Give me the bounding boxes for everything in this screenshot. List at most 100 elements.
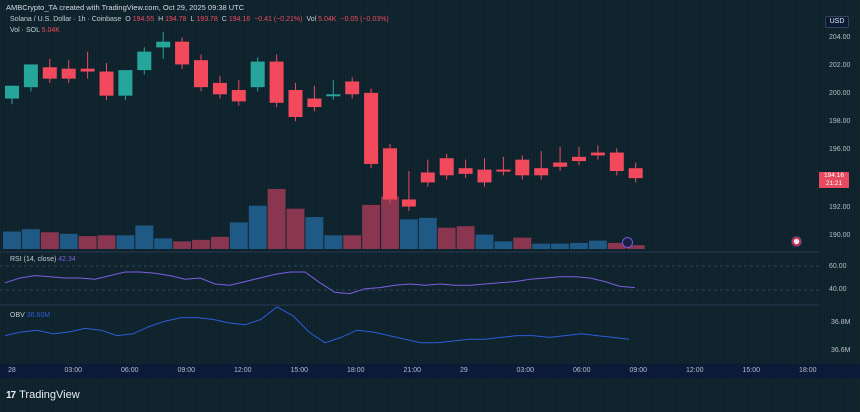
volume-bar <box>418 217 437 249</box>
candle-body <box>590 152 605 156</box>
open-label: O <box>125 16 131 23</box>
candle-body <box>194 60 208 88</box>
volume-bar <box>475 234 494 249</box>
obv-value: 36.60M <box>26 312 51 319</box>
high-label: H <box>158 16 164 23</box>
candle-body <box>250 61 265 88</box>
time-tick: 15:00 <box>742 367 761 374</box>
candle-body <box>175 41 190 65</box>
volume-bar <box>324 235 343 249</box>
time-axis[interactable]: 28 03:00 06:00 09:00 12:00 15:00 18:00 21:00 29 0… <box>0 364 860 378</box>
tradingview-logo-text: TradingView <box>19 389 80 401</box>
volume-series-label[interactable]: Vol · SOL <box>10 27 40 34</box>
candle-body <box>345 81 360 95</box>
obv-tick-low: 36.6M <box>831 347 851 354</box>
obv-line <box>4 306 630 344</box>
candle-body <box>364 92 379 164</box>
event-marker-icon[interactable] <box>622 237 633 248</box>
volume-bar <box>78 236 97 249</box>
high-value: 194.78 <box>165 16 187 23</box>
candle-body <box>231 90 246 102</box>
volume-bar <box>286 208 305 249</box>
volume-bar <box>173 241 192 249</box>
rsi-legend: RSI (14, close) 42.34 <box>10 256 76 263</box>
candle-body <box>326 94 341 97</box>
time-tick: 21:00 <box>403 367 422 374</box>
volume-bar <box>381 196 399 249</box>
obv-label[interactable]: OBV <box>10 312 25 319</box>
candle-body <box>5 85 19 99</box>
volume-bar <box>588 240 607 249</box>
time-tick: 18:00 <box>799 367 817 374</box>
volume-bar <box>40 232 59 249</box>
volume-bar <box>532 243 551 249</box>
volume-series-value: 5.04K <box>41 27 60 34</box>
tradingview-logo: 17 TradingView <box>6 389 80 401</box>
bar-countdown: 21:21 <box>825 180 843 187</box>
rsi-label[interactable]: RSI (14, close) <box>10 256 57 263</box>
volume-bar <box>607 242 626 249</box>
volume-bar <box>154 238 173 249</box>
price-tick: 192.00 <box>829 204 851 211</box>
candle-body <box>553 162 568 167</box>
currency-button[interactable]: USD <box>825 16 849 28</box>
price-tick: 202.00 <box>829 62 851 69</box>
candle-body <box>401 199 416 207</box>
candle-body <box>269 61 284 103</box>
symbol-name[interactable]: Solana / U.S. Dollar · 1h · Coinbase <box>10 16 122 23</box>
candle-body <box>156 41 171 48</box>
volume-bar <box>210 236 229 249</box>
obv-legend: OBV 36.60M <box>10 312 50 319</box>
candle-body <box>118 70 133 96</box>
candle-body <box>61 68 76 79</box>
volume-bar <box>362 204 381 249</box>
last-price-tag: 194.16 21:21 <box>819 172 849 188</box>
candle-body <box>439 158 454 176</box>
vol-value: 5.04K <box>318 16 337 23</box>
open-value: 194.55 <box>132 16 155 23</box>
candle-body <box>420 172 435 183</box>
volume-bar <box>3 231 21 249</box>
time-tick: 06:00 <box>121 367 139 374</box>
vol-change: −0.05 (−0.03%) <box>340 16 389 23</box>
volume-bar <box>229 222 248 249</box>
volume-bar <box>551 243 570 249</box>
rsi-tick-60: 60.00 <box>829 263 847 270</box>
close-label: C <box>221 16 227 23</box>
candle-body <box>383 148 397 200</box>
candle-body <box>80 68 95 72</box>
candle-body <box>23 64 38 88</box>
time-tick: 03:00 <box>64 367 83 374</box>
vol-label: Vol <box>306 16 317 23</box>
candle-body <box>137 51 152 71</box>
volume-bar <box>570 242 588 249</box>
ohlc-legend: Solana / U.S. Dollar · 1h · Coinbase O 19… <box>10 16 391 23</box>
obv-tick-high: 36.8M <box>831 319 851 326</box>
price-tick: 198.00 <box>829 118 851 125</box>
volume-bar <box>494 241 513 249</box>
candle-body <box>458 168 473 174</box>
candle-body <box>288 90 303 118</box>
volume-bar <box>59 233 78 249</box>
volume-bar <box>192 239 210 249</box>
volume-bar <box>21 229 40 249</box>
rsi-line <box>4 271 636 295</box>
volume-bar <box>399 219 418 249</box>
candle-body <box>212 82 227 95</box>
time-tick: 28 <box>8 367 16 374</box>
volume-bar <box>437 227 456 249</box>
time-tick: 12:00 <box>686 367 704 374</box>
us-flag-icon[interactable] <box>791 236 802 247</box>
volume-bar <box>626 245 645 249</box>
candle-body <box>307 98 322 108</box>
time-tick: 15:00 <box>290 367 309 374</box>
candle-body <box>496 169 511 172</box>
candle-body <box>572 156 586 162</box>
candle-body <box>99 71 114 96</box>
volume-bar <box>305 217 324 249</box>
volume-bar <box>248 205 267 249</box>
time-tick: 29 <box>460 367 468 374</box>
volume-bar <box>456 226 475 249</box>
rsi-value: 42.34 <box>58 256 76 263</box>
